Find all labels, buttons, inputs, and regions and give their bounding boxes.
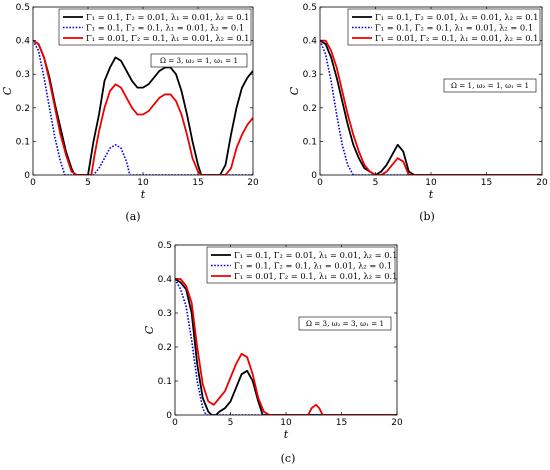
y-tick-label: 0.4	[16, 37, 31, 47]
series-line-3	[175, 278, 397, 415]
series-line-2	[320, 40, 542, 175]
legend-box	[58, 8, 252, 46]
x-tick-label: 15	[192, 178, 203, 188]
panel-label: (c)	[281, 452, 296, 465]
series-line-1	[320, 39, 542, 175]
y-axis-label: C	[288, 86, 301, 95]
legend-entry-1: Γ₁ = 0.1, Γ₂ = 0.01, λ₁ = 0.01, λ₂ = 0.1	[86, 12, 249, 22]
x-tick-label: 20	[247, 178, 259, 188]
y-axis-label: C	[1, 86, 14, 95]
legend-box	[206, 246, 396, 284]
x-tick-label: 0	[30, 178, 36, 188]
x-tick-label: 0	[317, 178, 323, 188]
legend-entry-1: Γ₁ = 0.1, Γ₂ = 0.01, λ₁ = 0.01, λ₂ = 0.1	[375, 12, 538, 22]
y-tick-label: 0.1	[158, 377, 172, 387]
y-tick-label: 0.3	[16, 70, 30, 80]
legend-entry-3: Γ₁ = 0.01, Γ₂ = 0.1, λ₁ = 0.01, λ₂ = 0.1	[375, 33, 538, 43]
y-tick-label: 0.2	[303, 104, 317, 114]
series-line-3	[320, 39, 542, 175]
x-tick-label: 5	[373, 178, 379, 188]
panel-label: (a)	[125, 210, 140, 223]
x-axis-label: t	[141, 188, 146, 201]
y-tick-label: 0	[166, 411, 172, 421]
x-tick-label: 10	[425, 178, 437, 188]
y-tick-label: 0.5	[16, 3, 30, 13]
series-line-3	[33, 39, 253, 175]
x-tick-label: 5	[228, 418, 234, 428]
panel-label: (b)	[419, 210, 435, 223]
chart-panel-2: 0 5 10 15 20 0 0.1 0.2 0.3 0.4 0.5 t C Γ₁ = 0.1, Γ₂ =…	[288, 3, 548, 223]
annotation-text: Ω = 3, ω₂ = 3, ω₁ = 1	[306, 319, 384, 328]
y-tick-label: 0.1	[16, 137, 30, 147]
y-tick-label: 0	[311, 171, 317, 181]
annotation-text: Ω = 3, ω₂ = 1, ω₁ = 1	[160, 56, 238, 65]
annotation-box	[443, 78, 537, 93]
y-tick-label: 0.2	[16, 104, 30, 114]
x-tick-label: 10	[137, 178, 149, 188]
x-axis-label: t	[284, 428, 289, 441]
series-line-2	[175, 278, 397, 415]
y-tick-label: 0.4	[303, 37, 318, 47]
x-tick-label: 20	[536, 178, 548, 188]
y-tick-label: 0.2	[158, 343, 172, 353]
y-tick-label: 0	[24, 171, 30, 181]
x-axis-label: t	[429, 188, 434, 201]
y-tick-label: 0.3	[303, 70, 317, 80]
x-tick-label: 15	[481, 178, 492, 188]
chart-panel-1: 0 5 10 15 20 0 0.1 0.2 0.3 0.4 0.5 t C Γ₁ = 0.1, Γ₂ =…	[1, 3, 259, 223]
legend-entry-3: Γ₁ = 0.01, Γ₂ = 0.1, λ₁ = 0.01, λ₂ = 0.1	[234, 271, 397, 281]
x-tick-label: 0	[172, 418, 178, 428]
series-line-1	[33, 39, 253, 175]
y-tick-label: 0.1	[303, 137, 317, 147]
series-line-1	[175, 278, 397, 415]
x-tick-label: 5	[85, 178, 91, 188]
legend-entry-3: Γ₁ = 0.01, Γ₂ = 0.1, λ₁ = 0.01, λ₂ = 0.1	[86, 33, 249, 43]
y-tick-label: 0.3	[158, 309, 172, 319]
legend-entry-2: Γ₁ = 0.1, Γ₂ = 0.1, λ₁ = 0.01, λ₂ = 0.1	[375, 23, 533, 33]
annotation-text: Ω = 1, ω₂ = 1, ω₁ = 1	[451, 81, 529, 90]
y-axis-label: C	[143, 325, 156, 334]
x-tick-label: 15	[336, 418, 347, 428]
y-tick-label: 0.4	[158, 275, 173, 285]
legend-entry-1: Γ₁ = 0.1, Γ₂ = 0.01, λ₁ = 0.01, λ₂ = 0.1	[234, 250, 397, 260]
legend-entry-2: Γ₁ = 0.1, Γ₂ = 0.1, λ₁ = 0.01, λ₂ = 0.1	[234, 261, 392, 271]
legend-entry-2: Γ₁ = 0.1, Γ₂ = 0.1, λ₁ = 0.01, λ₂ = 0.1	[86, 23, 244, 33]
legend-box	[347, 8, 541, 46]
y-tick-label: 0.5	[158, 241, 172, 251]
annotation-box	[298, 316, 392, 331]
y-tick-label: 0.5	[303, 3, 317, 13]
x-tick-label: 20	[391, 418, 403, 428]
chart-panel-3: 0 5 10 15 20 0 0.1 0.2 0.3 0.4 0.5 t C Γ₁ = 0.1, Γ₂ =…	[143, 241, 403, 465]
annotation-box	[150, 53, 248, 68]
x-tick-label: 10	[280, 418, 292, 428]
